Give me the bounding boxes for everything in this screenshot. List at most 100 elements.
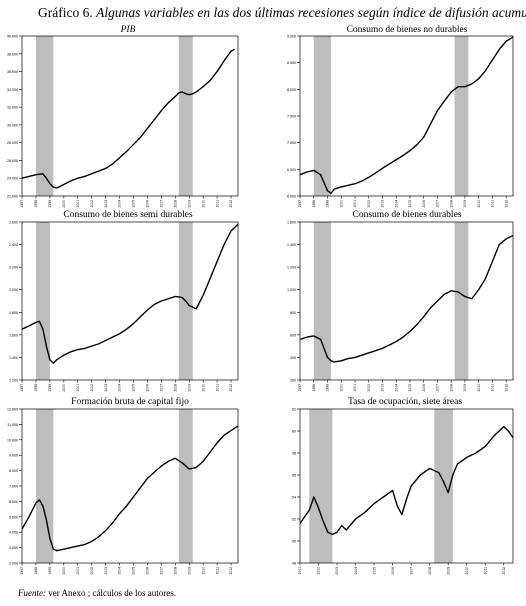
footnote-text: ver Anexo ; cálculos de los autores. xyxy=(48,588,176,598)
y-tick-label: 6.000 xyxy=(287,195,296,199)
x-tick-label: 1998 xyxy=(34,567,38,575)
y-tick-label: 7.000 xyxy=(9,485,18,489)
y-tick-label: 22.000 xyxy=(7,195,18,199)
y-tick-label: 1.600 xyxy=(287,221,296,225)
x-tick-label: 2000 xyxy=(62,200,66,208)
plot-frame xyxy=(21,221,239,381)
y-tick-label: 48 xyxy=(292,562,296,566)
x-tick-label: 2004 xyxy=(394,200,398,208)
y-tick-label: 50 xyxy=(292,540,296,544)
y-tick-label: 2.200 xyxy=(9,266,18,270)
x-tick-label: 2004 xyxy=(118,200,122,208)
x-tick-label: 2001 xyxy=(76,567,80,575)
series-line xyxy=(21,425,239,552)
x-tick-label: 2005 xyxy=(132,200,136,208)
y-tick-label: 38.000 xyxy=(7,52,18,56)
x-tick-label: 2011 xyxy=(491,200,495,207)
x-tick-label: 2010 xyxy=(477,200,481,208)
x-tick-label: 2007 xyxy=(436,200,440,208)
x-tick-label: 1998 xyxy=(34,200,38,208)
x-tick-label: 2010 xyxy=(201,200,205,208)
figure-title: Gráfico 6. Algunas variables en las dos … xyxy=(38,5,526,21)
y-tick-label: 800 xyxy=(290,311,296,315)
x-tick-label: 1999 xyxy=(48,200,52,208)
x-tick-label: 2006 xyxy=(391,567,395,575)
x-tick-label: 1997 xyxy=(20,384,24,392)
x-tick-label: 2000 xyxy=(339,200,343,208)
x-tick-label: 2010 xyxy=(201,384,205,392)
recession-band-1 xyxy=(35,409,54,563)
x-tick-label: 2012 xyxy=(502,567,506,575)
x-tick-label: 1997 xyxy=(20,567,24,575)
x-tick-label: 2007 xyxy=(160,200,164,208)
x-tick-label: 2003 xyxy=(104,567,108,575)
x-tick-label: 2010 xyxy=(201,567,205,575)
y-tick-label: 58 xyxy=(292,452,296,456)
y-tick-label: 8.000 xyxy=(9,469,18,473)
plot-frame xyxy=(21,408,239,564)
y-tick-label: 600 xyxy=(290,333,296,337)
x-tick-label: 2002 xyxy=(367,200,371,208)
x-tick-label: 2008 xyxy=(173,567,177,575)
x-tick-label: 2007 xyxy=(160,567,164,575)
x-tick-label: 2011 xyxy=(491,384,495,391)
x-tick-label: 1997 xyxy=(20,200,24,208)
y-tick-label: 400 xyxy=(290,356,296,360)
x-tick-label: 2001 xyxy=(298,567,302,575)
x-tick-label: 2008 xyxy=(449,200,453,208)
x-tick-label: 2001 xyxy=(76,384,80,392)
y-tick-label: 8.000 xyxy=(287,88,296,92)
x-tick-label: 1997 xyxy=(298,384,302,392)
x-tick-label: 2009 xyxy=(187,200,191,208)
footnote: Fuente: ver Anexo ; cálculos de los auto… xyxy=(18,588,176,598)
recession-band-1 xyxy=(35,36,54,196)
recession-band-2 xyxy=(434,409,453,563)
y-tick-label: 1.600 xyxy=(9,333,18,337)
x-tick-label: 2004 xyxy=(394,384,398,392)
x-tick-label: 2003 xyxy=(381,384,385,392)
y-tick-label: 1.000 xyxy=(287,288,296,292)
figure-title-prefix: Gráfico 6. xyxy=(38,5,93,20)
x-tick-label: 2002 xyxy=(90,384,94,392)
x-tick-label: 2005 xyxy=(372,567,376,575)
y-tick-label: 28.000 xyxy=(7,141,18,145)
y-tick-label: 200 xyxy=(290,379,296,383)
x-tick-label: 2004 xyxy=(354,567,358,575)
series-line xyxy=(21,48,235,189)
x-tick-label: 2000 xyxy=(62,384,66,392)
x-tick-label: 2006 xyxy=(422,384,426,392)
x-tick-label: 1998 xyxy=(312,200,316,208)
x-tick-label: 2012 xyxy=(229,200,233,208)
x-tick-label: 2007 xyxy=(409,567,413,575)
y-tick-label: 52 xyxy=(292,518,296,522)
plot-frame xyxy=(299,35,514,197)
x-tick-label: 2009 xyxy=(187,567,191,575)
x-tick-label: 1997 xyxy=(298,200,302,208)
x-tick-label: 2012 xyxy=(504,200,508,208)
x-tick-label: 2011 xyxy=(215,567,219,574)
x-tick-label: 2001 xyxy=(353,200,357,208)
recession-band-2 xyxy=(454,36,469,196)
x-tick-label: 2009 xyxy=(446,567,450,575)
recession-band-1 xyxy=(313,36,331,196)
y-tick-label: 2.000 xyxy=(9,288,18,292)
x-tick-label: 2011 xyxy=(215,200,219,207)
chart-title: Consumo de bienes no durables xyxy=(346,25,468,35)
y-tick-label: 6.000 xyxy=(9,500,18,504)
series-line xyxy=(299,425,514,536)
figure-title-text: Algunas variables en las dos últimas rec… xyxy=(96,5,526,20)
x-tick-label: 2007 xyxy=(160,384,164,392)
y-tick-label: 1.800 xyxy=(9,311,18,315)
x-tick-label: 2012 xyxy=(229,567,233,575)
y-tick-label: 7.000 xyxy=(287,141,296,145)
y-tick-label: 2.400 xyxy=(9,243,18,247)
x-tick-label: 2001 xyxy=(76,200,80,208)
recession-band-1 xyxy=(35,222,50,380)
y-tick-label: 1.200 xyxy=(9,379,18,383)
x-tick-label: 2008 xyxy=(173,200,177,208)
chart-title: Formación bruta de capital fijo xyxy=(71,397,189,407)
x-tick-label: 2006 xyxy=(422,200,426,208)
